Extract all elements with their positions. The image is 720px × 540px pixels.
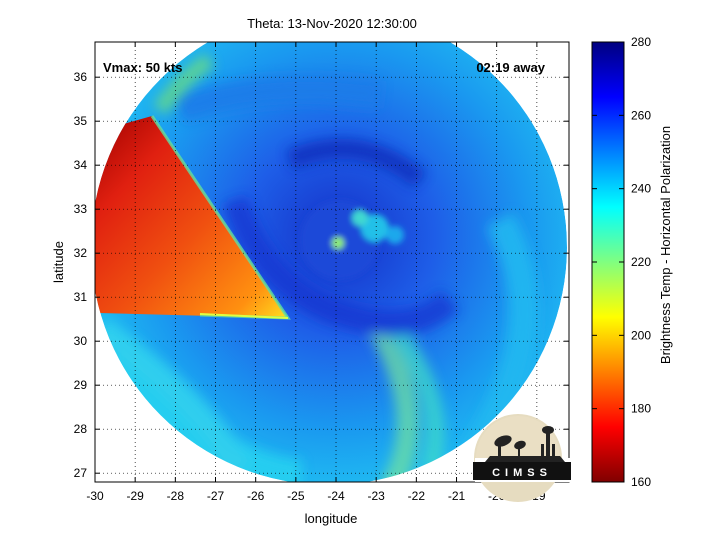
colorbar-tick-label: 260 — [631, 108, 651, 122]
vmax-annotation: Vmax: 50 kts — [103, 60, 183, 75]
chart-title: Theta: 13-Nov-2020 12:30:00 — [247, 16, 417, 31]
y-tick-label: 34 — [74, 158, 88, 172]
x-axis-label: longitude — [305, 511, 358, 526]
y-tick-label: 33 — [74, 202, 88, 216]
axes-box — [94, 41, 570, 483]
x-tick-label: -27 — [207, 489, 225, 503]
y-axis-label: latitude — [51, 241, 66, 283]
x-tick-label: -30 — [86, 489, 104, 503]
y-tick-label: 35 — [74, 114, 88, 128]
colorbar-tick-label: 180 — [631, 402, 651, 416]
x-tick-label: -26 — [247, 489, 265, 503]
y-tick-label: 36 — [74, 70, 88, 84]
cimss-logo: CIMSS — [473, 414, 571, 502]
logo-text: CIMSS — [492, 467, 552, 479]
y-tick-label: 30 — [74, 334, 88, 348]
colorbar: 280 260 240 220 200 180 160 Brightness Temp - … — [591, 35, 673, 489]
x-tick-label: -24 — [327, 489, 345, 503]
map-plot-area — [95, 42, 567, 482]
colorbar-tick-label: 280 — [631, 35, 651, 49]
colorbar-tick-label: 220 — [631, 255, 651, 269]
y-tick-label: 27 — [74, 466, 88, 480]
x-axis-ticks: -30-29-28-27-26-25-24-23-22-21-20-19 — [86, 42, 546, 503]
y-axis-ticks: 36 35 34 33 32 31 30 29 28 27 — [74, 70, 569, 480]
y-tick-label: 31 — [74, 290, 88, 304]
colorbar-tick-label: 200 — [631, 328, 651, 342]
storm-eye-region — [300, 200, 404, 280]
colorbar-ticks: 280 260 240 220 200 180 160 — [592, 35, 651, 489]
y-tick-label: 29 — [74, 378, 88, 392]
x-tick-label: -21 — [448, 489, 466, 503]
x-tick-label: -28 — [167, 489, 185, 503]
x-tick-label: -23 — [368, 489, 386, 503]
x-tick-label: -29 — [126, 489, 144, 503]
time-away-annotation: 02:19 away — [476, 60, 545, 75]
colorbar-tick-label: 160 — [631, 475, 651, 489]
colorbar-label: Brightness Temp - Horizontal Polarizatio… — [658, 126, 673, 364]
y-tick-label: 28 — [74, 422, 88, 436]
brightness-swath — [95, 42, 567, 482]
x-tick-label: -22 — [408, 489, 426, 503]
colorbar-tick-label: 240 — [631, 182, 651, 196]
x-tick-label: -25 — [287, 489, 305, 503]
grid-lines — [94, 42, 569, 482]
y-tick-label: 32 — [74, 246, 88, 260]
warm-wedge — [95, 116, 288, 318]
